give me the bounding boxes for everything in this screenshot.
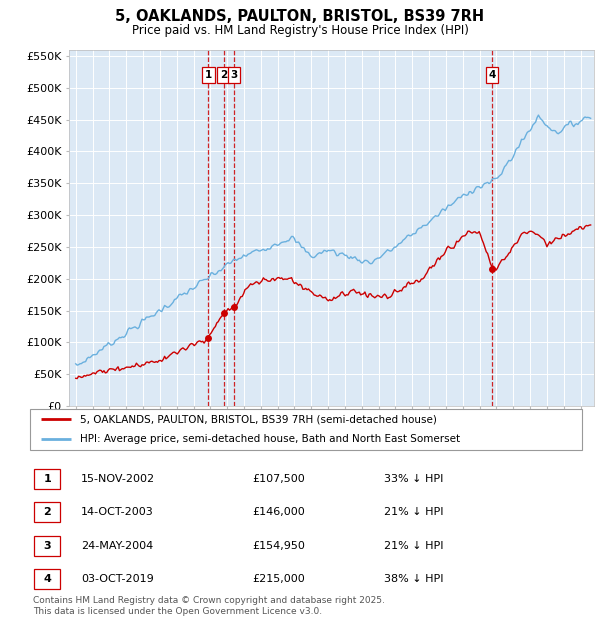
Text: 5, OAKLANDS, PAULTON, BRISTOL, BS39 7RH (semi-detached house): 5, OAKLANDS, PAULTON, BRISTOL, BS39 7RH … <box>80 414 437 424</box>
Text: 1: 1 <box>44 474 51 484</box>
Text: 14-OCT-2003: 14-OCT-2003 <box>81 507 154 517</box>
Text: £146,000: £146,000 <box>252 507 305 517</box>
Text: 03-OCT-2019: 03-OCT-2019 <box>81 574 154 584</box>
Text: 21% ↓ HPI: 21% ↓ HPI <box>384 507 443 517</box>
Text: 1: 1 <box>205 70 212 80</box>
Text: 4: 4 <box>488 70 496 80</box>
Text: £107,500: £107,500 <box>252 474 305 484</box>
Text: 24-MAY-2004: 24-MAY-2004 <box>81 541 153 551</box>
Text: 15-NOV-2002: 15-NOV-2002 <box>81 474 155 484</box>
Text: £215,000: £215,000 <box>252 574 305 584</box>
Text: 4: 4 <box>43 574 52 584</box>
Text: 38% ↓ HPI: 38% ↓ HPI <box>384 574 443 584</box>
Text: HPI: Average price, semi-detached house, Bath and North East Somerset: HPI: Average price, semi-detached house,… <box>80 435 460 445</box>
Text: 3: 3 <box>230 70 238 80</box>
Text: Price paid vs. HM Land Registry's House Price Index (HPI): Price paid vs. HM Land Registry's House … <box>131 24 469 37</box>
Text: 5, OAKLANDS, PAULTON, BRISTOL, BS39 7RH: 5, OAKLANDS, PAULTON, BRISTOL, BS39 7RH <box>115 9 485 24</box>
Text: 2: 2 <box>220 70 227 80</box>
Text: 33% ↓ HPI: 33% ↓ HPI <box>384 474 443 484</box>
Text: £154,950: £154,950 <box>252 541 305 551</box>
Text: Contains HM Land Registry data © Crown copyright and database right 2025.
This d: Contains HM Land Registry data © Crown c… <box>33 596 385 616</box>
Text: 2: 2 <box>44 507 51 517</box>
Text: 21% ↓ HPI: 21% ↓ HPI <box>384 541 443 551</box>
Text: 3: 3 <box>44 541 51 551</box>
